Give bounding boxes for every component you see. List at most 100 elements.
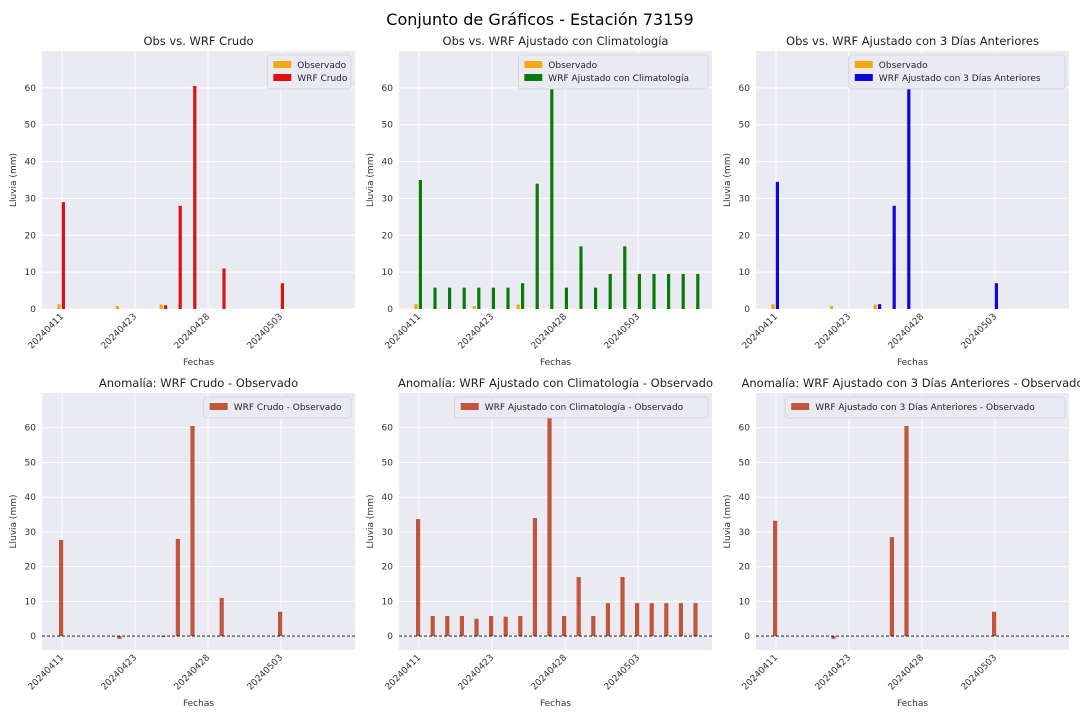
bar-anomalia <box>889 537 894 637</box>
legend-swatch <box>524 74 543 81</box>
y-tick-label: 30 <box>382 528 394 538</box>
x-tick-label: 20240503 <box>246 653 285 692</box>
y-tick-label: 60 <box>25 84 37 94</box>
bar-wrf_clima <box>608 273 612 309</box>
bar-anomalia <box>591 615 596 637</box>
bar-wrf_clima <box>521 283 525 309</box>
panel-title: Obs vs. WRF Crudo <box>143 34 253 48</box>
x-tick-label: 20240423 <box>814 312 853 351</box>
x-tick-label: 20240423 <box>100 653 139 692</box>
bar-wrf_crudo <box>222 268 226 309</box>
bar-anomalia <box>518 615 523 637</box>
x-tick-label: 20240423 <box>100 312 139 351</box>
bar-anomalia <box>474 618 479 637</box>
bar-anomalia <box>831 636 836 639</box>
bar-observado <box>771 304 775 309</box>
legend-box <box>848 54 1066 90</box>
panel-title: Anomalía: WRF Ajustado con 3 Días Anteri… <box>742 376 1080 390</box>
bar-anomalia <box>430 615 435 637</box>
x-tick-label: 20240411 <box>741 653 780 692</box>
bar-wrf_crudo <box>178 205 182 309</box>
bar-anomalia <box>59 539 64 637</box>
bar-wrf_clima <box>696 273 700 309</box>
legend-box <box>454 396 709 419</box>
plot-area <box>756 51 1069 309</box>
figure-title: Conjunto de Gráficos - Estación 73159 <box>386 10 694 29</box>
y-tick-label: 50 <box>739 121 751 131</box>
chart-panel-1: 0 10 20 30 40 50 60 20240411 20240423 20240428 202… <box>9 34 355 368</box>
legend-box <box>517 54 709 90</box>
x-tick-label: 20240503 <box>246 312 285 351</box>
bar-anomalia <box>190 425 195 637</box>
bar-wrf_clima <box>594 287 598 309</box>
x-tick-label: 20240423 <box>457 312 496 351</box>
x-tick-label: 20240428 <box>173 312 213 352</box>
legend-label: WRF Ajustado con 3 Días Anteriores <box>879 74 1041 84</box>
bar-wrf_clima <box>462 287 466 309</box>
bar-observado <box>516 304 520 309</box>
y-tick-label: 30 <box>739 528 751 538</box>
x-axis-label: Fechas <box>183 358 214 368</box>
bar-wrf_3dias <box>907 84 911 310</box>
y-tick-label: 40 <box>739 493 751 503</box>
legend-label: Observado <box>548 61 597 71</box>
plot-area <box>399 51 712 309</box>
legend-swatch <box>854 61 873 68</box>
y-tick-label: 60 <box>25 424 37 434</box>
x-axis-label: Fechas <box>897 358 928 368</box>
x-tick-label: 20240428 <box>530 312 570 352</box>
bar-observado <box>115 306 119 309</box>
y-tick-label: 50 <box>25 121 37 131</box>
bar-anomalia <box>459 615 464 637</box>
bar-wrf_clima <box>491 287 495 309</box>
bar-anomalia <box>117 636 122 639</box>
bar-anomalia <box>664 603 669 637</box>
bar-anomalia <box>416 519 421 637</box>
bar-anomalia <box>773 520 778 637</box>
bar-wrf_crudo <box>193 86 197 309</box>
x-tick-label: 20240503 <box>603 653 642 692</box>
y-tick-label: 50 <box>25 458 37 468</box>
bar-anomalia <box>278 611 283 637</box>
y-tick-label: 30 <box>25 528 37 538</box>
x-tick-label: 20240428 <box>887 312 927 352</box>
legend-label: WRF Ajustado con Climatología - Observad… <box>485 403 684 413</box>
y-tick-label: 30 <box>382 194 394 204</box>
bar-wrf_clima <box>579 246 583 309</box>
x-tick-label: 20240423 <box>814 653 853 692</box>
bar-anomalia <box>576 577 581 637</box>
y-tick-label: 50 <box>739 458 751 468</box>
y-tick-label: 40 <box>382 158 394 168</box>
chart-panel-5: 0 10 20 30 40 50 60 20240411 20240423 20240428 202… <box>366 376 713 709</box>
bar-wrf_clima <box>506 287 510 309</box>
y-axis-label: Lluvia (mm) <box>723 153 733 207</box>
bar-wrf_3dias <box>892 205 896 309</box>
bar-anomalia <box>489 615 494 637</box>
bar-anomalia <box>175 538 180 637</box>
legend-label: WRF Crudo - Observado <box>234 403 342 413</box>
chart-panel-3: 0 10 20 30 40 50 60 20240411 20240423 20240428 202… <box>723 34 1069 368</box>
bar-wrf_clima <box>535 183 539 309</box>
legend-box <box>203 396 352 419</box>
x-tick-label: 20240411 <box>384 653 423 692</box>
bar-anomalia <box>445 615 450 637</box>
x-tick-label: 20240423 <box>457 653 496 692</box>
x-axis-label: Fechas <box>540 358 571 368</box>
y-tick-label: 0 <box>744 632 750 642</box>
y-axis-label: Lluvia (mm) <box>366 495 376 549</box>
bar-wrf_3dias <box>878 304 882 309</box>
bar-observado <box>414 304 418 309</box>
bar-anomalia <box>678 603 683 637</box>
x-axis-label: Fechas <box>183 699 214 709</box>
y-tick-label: 0 <box>30 632 36 642</box>
chart-panel-2: 0 10 20 30 40 50 60 20240411 20240423 20240428 202… <box>366 34 712 368</box>
y-tick-label: 0 <box>387 632 393 642</box>
legend: Observado WRF Ajustado con 3 Días Anterio… <box>848 54 1066 90</box>
bar-anomalia <box>547 410 552 637</box>
bar-anomalia <box>649 603 654 637</box>
y-tick-label: 30 <box>25 194 37 204</box>
legend-label: WRF Ajustado con Climatología <box>548 74 689 84</box>
bar-observado <box>472 306 476 309</box>
y-tick-label: 40 <box>739 158 751 168</box>
bar-anomalia <box>620 577 625 637</box>
